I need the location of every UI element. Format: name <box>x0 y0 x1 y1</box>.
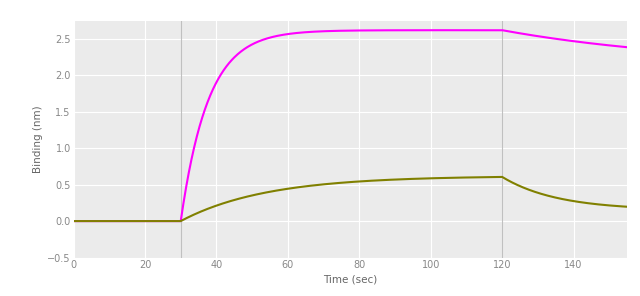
Y-axis label: Binding (nm): Binding (nm) <box>33 105 43 173</box>
X-axis label: Time (sec): Time (sec) <box>323 274 378 284</box>
